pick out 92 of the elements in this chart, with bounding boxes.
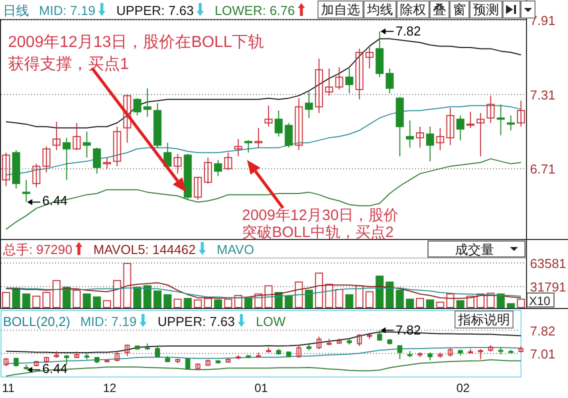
candlestick [224, 152, 232, 170]
candlestick [456, 115, 464, 141]
x-tick-label: 01 [254, 381, 268, 395]
candlestick [316, 336, 322, 350]
line-series [6, 359, 522, 377]
candlestick [62, 137, 71, 180]
line-series [6, 282, 522, 299]
candlestick [32, 163, 40, 188]
candlestick [356, 334, 362, 347]
text: 预测 [473, 2, 499, 17]
candlestick [204, 157, 212, 184]
candlestick [64, 354, 70, 366]
candlestick [143, 88, 152, 118]
candlestick [174, 153, 182, 174]
candlestick [416, 126, 424, 148]
x-tick-label: 11 [2, 381, 15, 395]
candlestick [194, 176, 202, 200]
line-series [6, 288, 522, 298]
candlestick [124, 344, 130, 357]
text: X10 [529, 294, 551, 308]
candlestick [406, 120, 414, 148]
text: 均线 [366, 2, 393, 17]
text: 除权 [400, 2, 426, 17]
candlestick [325, 68, 334, 96]
candlestick [476, 112, 485, 157]
text: 总手: 97290 [2, 242, 72, 257]
candlestick [355, 48, 364, 100]
candlestick [244, 140, 252, 154]
candlestick [42, 146, 50, 173]
candlestick [113, 126, 122, 167]
series-label: UPPER: 7.63 [158, 314, 235, 329]
candlestick [133, 98, 142, 116]
candlestick [254, 127, 262, 148]
candlestick [284, 122, 293, 148]
text: MAVO [216, 242, 254, 257]
text: LOWER: 6.76 [214, 3, 295, 18]
annotation: 指标说明 [457, 312, 510, 327]
x-tick-label: 12 [103, 381, 117, 395]
candlestick [22, 179, 30, 203]
candlestick [516, 100, 525, 128]
text: MID: 7.19 [39, 3, 96, 18]
candlestick [82, 131, 91, 158]
annotation: 2009年12月30日，股价突破BOLL中轨，买点2 [242, 207, 399, 241]
candlestick [123, 94, 132, 144]
candlestick [2, 152, 10, 187]
candlestick [72, 122, 81, 151]
annotation: 7.82 [396, 23, 421, 38]
candlestick [214, 160, 222, 177]
text: UPPER: 7.63 [116, 3, 194, 18]
candlestick [234, 138, 242, 157]
candlestick [506, 115, 515, 131]
y-tick-label: 7.31 [530, 87, 556, 102]
candlestick [426, 126, 434, 162]
chart-title: 日线 [3, 3, 29, 18]
candlestick [386, 68, 394, 94]
x-tick-label: 02 [456, 381, 470, 395]
candlestick [114, 352, 120, 362]
candlestick [345, 68, 354, 94]
y-tick-label: 7.01 [530, 346, 556, 362]
candlestick [335, 66, 344, 90]
candlestick [315, 58, 324, 114]
text: 成交量 [455, 242, 494, 257]
candlestick [496, 104, 505, 136]
text: 窗 [453, 2, 466, 17]
candlestick [377, 330, 382, 342]
annotation: 2009年12月13日，股价在BOLL下轨获得支撑，买点1 [8, 33, 264, 73]
y-tick-label: 6.71 [530, 162, 556, 177]
candlestick [466, 111, 474, 128]
candlestick [486, 95, 495, 124]
candlestick [103, 157, 112, 170]
candlestick [366, 46, 374, 69]
candlestick [264, 105, 273, 128]
chart-title: BOLL(20,2) [3, 314, 70, 329]
candlestick [185, 358, 190, 370]
candlestick [274, 110, 283, 138]
y-tick-label: 63581 [530, 256, 566, 272]
text: MAVOL5: 144462 [93, 242, 196, 257]
text: 加自选 [321, 2, 360, 17]
candlestick [446, 108, 454, 146]
candlestick [436, 127, 444, 151]
text: 叠 [433, 2, 446, 17]
y-tick-label: 7.82 [530, 323, 556, 338]
text: MID: 7.19 [80, 314, 137, 329]
candlestick [296, 345, 302, 358]
candlestick [52, 121, 61, 151]
candlestick [304, 92, 313, 118]
text: LOW [256, 314, 286, 329]
candlestick [478, 348, 484, 360]
candlestick [92, 147, 101, 174]
candlestick [397, 344, 402, 360]
candlestick [294, 98, 303, 151]
y-tick-label: 31791 [530, 280, 566, 295]
